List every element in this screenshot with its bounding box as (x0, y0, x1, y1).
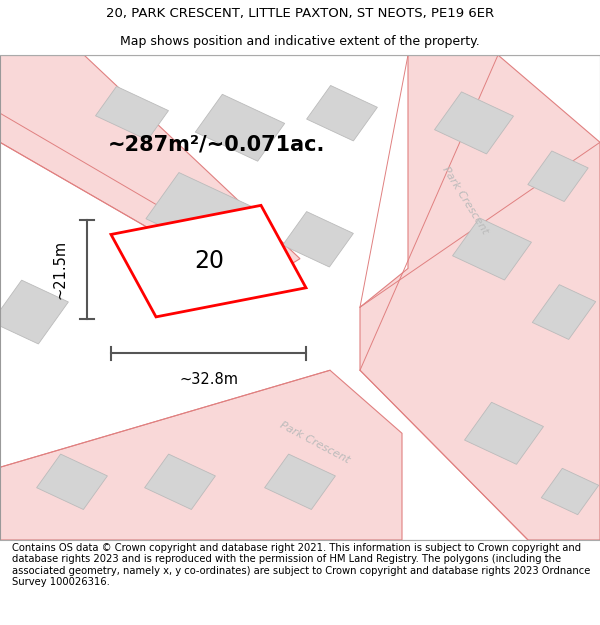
Polygon shape (452, 218, 532, 280)
Polygon shape (95, 86, 169, 140)
Text: Contains OS data © Crown copyright and database right 2021. This information is : Contains OS data © Crown copyright and d… (12, 542, 590, 588)
Text: Park Crescent: Park Crescent (440, 165, 490, 236)
Polygon shape (111, 206, 306, 317)
Polygon shape (145, 454, 215, 509)
Polygon shape (464, 402, 544, 464)
Polygon shape (528, 151, 588, 201)
Text: ~21.5m: ~21.5m (53, 240, 67, 299)
Polygon shape (196, 94, 284, 161)
Polygon shape (434, 92, 514, 154)
Polygon shape (37, 454, 107, 509)
Polygon shape (541, 468, 599, 515)
Text: ~32.8m: ~32.8m (179, 372, 238, 388)
Polygon shape (283, 212, 353, 267)
Polygon shape (265, 454, 335, 509)
Polygon shape (0, 370, 402, 540)
Polygon shape (0, 280, 68, 344)
Polygon shape (0, 55, 300, 288)
Polygon shape (360, 55, 600, 540)
Text: Park Crescent: Park Crescent (278, 421, 352, 466)
Polygon shape (307, 86, 377, 141)
Polygon shape (532, 284, 596, 339)
Text: Map shows position and indicative extent of the property.: Map shows position and indicative extent… (120, 35, 480, 48)
Text: 20: 20 (194, 249, 224, 273)
Text: ~287m²/~0.071ac.: ~287m²/~0.071ac. (107, 135, 325, 155)
Polygon shape (146, 173, 262, 258)
Text: 20, PARK CRESCENT, LITTLE PAXTON, ST NEOTS, PE19 6ER: 20, PARK CRESCENT, LITTLE PAXTON, ST NEO… (106, 8, 494, 20)
